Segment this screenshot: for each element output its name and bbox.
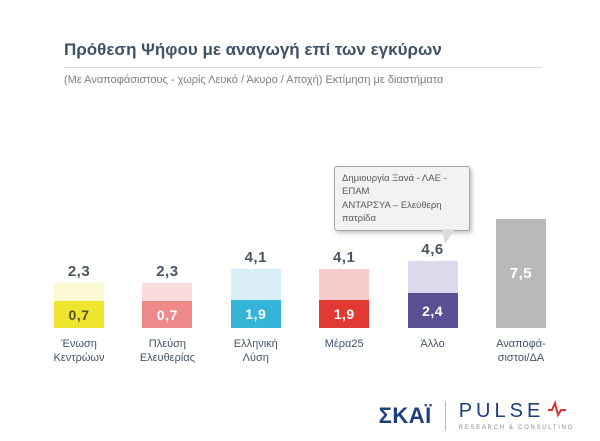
bar: 0,7	[54, 283, 104, 328]
category-label: Πλεύση Ελευθερίας	[139, 338, 195, 365]
bar-high-value: 4,6	[421, 241, 444, 259]
bar: 1,9	[230, 268, 281, 328]
bar: 2,4	[407, 261, 458, 328]
bar: 1,9	[319, 268, 370, 328]
bar-high-value: 2,3	[67, 263, 91, 280]
bars-row: 2,3 0,7 2,3 0,7 4,1 1,9 4,1 1,9 4,6 2,4 7,5	[40, 128, 560, 328]
annotation-line-1: Δημιουργία Ξανά - ΛΑΕ - ΕΠΑΜ	[342, 173, 447, 198]
bar-column-5: 7,5	[482, 219, 560, 328]
pulse-logo-subtext: RESEARCH & CONSULTING	[458, 425, 574, 431]
bar-column-1: 2,3 0,7	[128, 263, 206, 328]
bar-segment-high	[230, 268, 281, 301]
bar-segment-low: 0,7	[142, 301, 193, 328]
category-label: Μέρα25	[324, 338, 364, 350]
bar-high-value: 4,1	[332, 248, 356, 266]
bar-segment-high	[142, 283, 193, 301]
footer-logos: ΣΚΑΪ PULSE RESEARCH & CONSULTING	[378, 399, 574, 431]
bar-high-value: 4,1	[244, 248, 267, 266]
bar-segment-low: 1,9	[230, 300, 281, 328]
annotation-callout: Δημιουργία Ξανά - ΛΑΕ - ΕΠΑΜ ΑΝΤΑΡΣΥΑ – …	[334, 166, 470, 245]
pulse-waveform-icon	[547, 399, 567, 423]
bar: 7,5	[495, 219, 546, 328]
bar-segment-high	[407, 261, 458, 294]
bar-segment-high	[319, 268, 370, 301]
header: Πρόθεση Ψήφου με αναγωγή επί των εγκύρων…	[0, 0, 600, 86]
bar-column-0: 2,3 0,7	[40, 263, 118, 328]
category-label: Άλλο	[420, 338, 445, 350]
bar-segment-low: 2,4	[407, 293, 458, 328]
bar-chart: 2,3 0,7 2,3 0,7 4,1 1,9 4,1 1,9 4,6 2,4 7,5 Ένωση …	[40, 128, 560, 366]
category-label: Αναποφά- σιστοι/ΔΑ	[496, 338, 546, 365]
skai-logo: ΣΚΑΪ	[378, 402, 432, 428]
bar-segment: 7,5	[495, 219, 546, 328]
annotation-line-2: ΑΝΤΑΡΣΥΑ – Ελεύθερη πατρίδα	[342, 199, 442, 224]
bar-column-4: 4,6 2,4	[394, 241, 472, 328]
bar-high-value: 2,3	[156, 263, 179, 280]
pulse-logo-row: PULSE	[458, 399, 568, 423]
bar-segment-low: 1,9	[319, 300, 370, 328]
category-label: Ελληνική Λύση	[233, 338, 278, 365]
bar-column-3: 4,1 1,9	[305, 249, 383, 328]
category-labels-row: Ένωση Κεντρώων Πλεύση Ελευθερίας Ελληνική …	[40, 337, 560, 366]
page-title: Πρόθεση Ψήφου με αναγωγή επί των εγκύρων	[64, 40, 542, 68]
bar-column-2: 4,1 1,9	[217, 249, 295, 328]
pulse-logo-text: PULSE	[458, 400, 545, 422]
bar: 0,7	[142, 283, 193, 328]
pulse-logo: PULSE RESEARCH & CONSULTING	[458, 399, 574, 431]
page-subtitle: (Με Αναποφάσιστους - χωρίς Λευκό / Άκυρο…	[64, 74, 444, 86]
bar-segment-high	[54, 283, 104, 301]
bar-segment-low: 0,7	[54, 301, 104, 328]
category-label: Ένωση Κεντρώων	[53, 338, 105, 365]
logo-divider	[444, 400, 446, 431]
